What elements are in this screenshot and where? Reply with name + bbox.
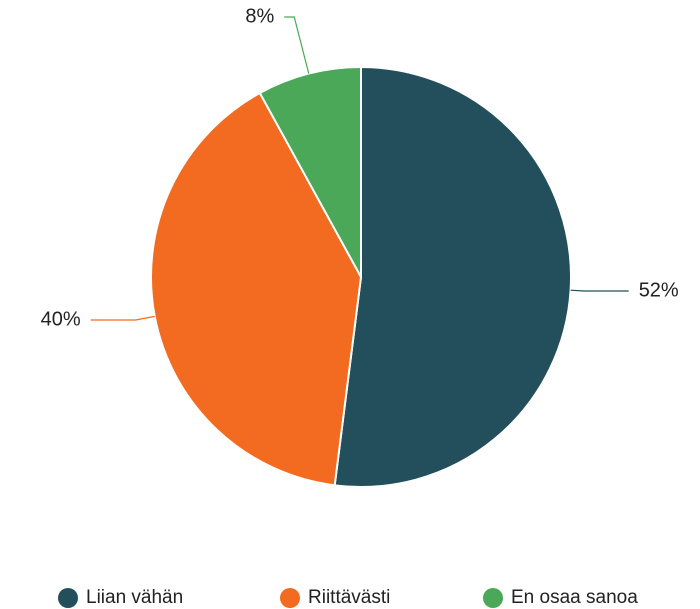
- legend-label: En osaa sanoa: [511, 587, 638, 608]
- leader-line: [284, 16, 310, 74]
- legend-label: Liian vähän: [86, 587, 183, 608]
- leader-line: [570, 289, 629, 292]
- legend-label: Riittävästi: [308, 587, 390, 608]
- legend-marker: [58, 588, 78, 608]
- data-label: 8%: [245, 5, 274, 27]
- data-label: 52%: [639, 279, 679, 301]
- leader-line: [90, 315, 155, 321]
- data-label: 40%: [41, 308, 81, 330]
- pie-slice: [150, 91, 363, 487]
- legend-marker: [483, 588, 503, 608]
- pie-slice: [258, 65, 362, 278]
- legend-marker: [280, 588, 300, 608]
- pie-slice: [333, 65, 572, 488]
